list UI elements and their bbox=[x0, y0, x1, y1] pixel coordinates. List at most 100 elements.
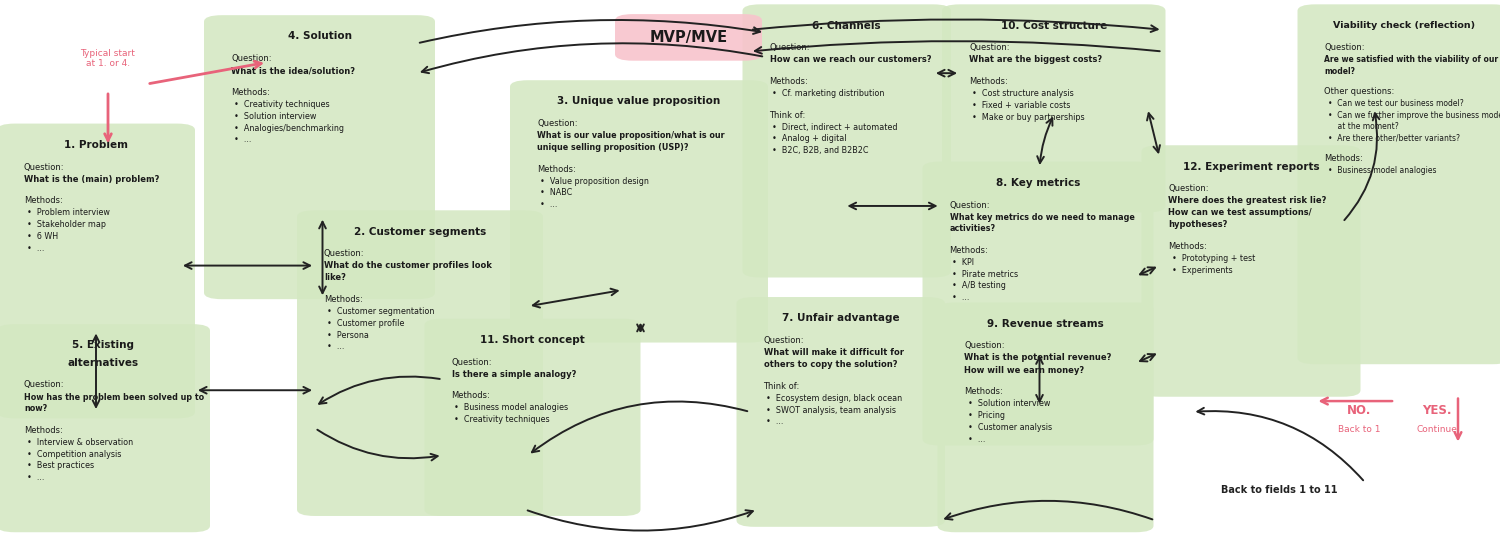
Text: Back to 1: Back to 1 bbox=[1338, 425, 1380, 435]
Text: now?: now? bbox=[24, 404, 48, 414]
Text: •  Interview & observation: • Interview & observation bbox=[27, 438, 133, 447]
Text: 11. Short concept: 11. Short concept bbox=[480, 335, 585, 345]
Text: Question:: Question: bbox=[231, 54, 272, 63]
Text: alternatives: alternatives bbox=[68, 358, 140, 367]
Text: Methods:: Methods: bbox=[969, 77, 1008, 86]
Text: Other questions:: Other questions: bbox=[1324, 87, 1395, 96]
Text: Question:: Question: bbox=[969, 43, 1010, 53]
Text: •  ...: • ... bbox=[766, 417, 784, 427]
Text: Question:: Question: bbox=[452, 358, 492, 367]
Text: 1. Problem: 1. Problem bbox=[64, 140, 128, 150]
Text: •  ...: • ... bbox=[540, 200, 558, 209]
Text: 6. Channels: 6. Channels bbox=[813, 21, 880, 30]
Text: •  NABC: • NABC bbox=[540, 188, 573, 197]
FancyBboxPatch shape bbox=[0, 124, 195, 418]
Text: •  6 WH: • 6 WH bbox=[27, 232, 58, 241]
Text: •  Can we further improve the business model: • Can we further improve the business mo… bbox=[1328, 111, 1500, 120]
Text: •  Business model analogies: • Business model analogies bbox=[1328, 166, 1436, 175]
FancyBboxPatch shape bbox=[615, 14, 762, 61]
Text: What is the idea/solution?: What is the idea/solution? bbox=[231, 66, 356, 75]
Text: Methods:: Methods: bbox=[24, 426, 63, 435]
FancyBboxPatch shape bbox=[942, 4, 1166, 212]
Text: Methods:: Methods: bbox=[324, 295, 363, 304]
Text: Methods:: Methods: bbox=[231, 88, 270, 97]
Text: Continue: Continue bbox=[1416, 425, 1458, 435]
Text: Question:: Question: bbox=[24, 163, 64, 172]
FancyBboxPatch shape bbox=[204, 15, 435, 299]
Text: •  SWOT analysis, team analysis: • SWOT analysis, team analysis bbox=[766, 405, 897, 415]
Text: 4. Solution: 4. Solution bbox=[288, 31, 351, 41]
Text: Think of:: Think of: bbox=[770, 111, 806, 120]
Text: What do the customer profiles look: What do the customer profiles look bbox=[324, 261, 492, 270]
Text: •  Pricing: • Pricing bbox=[968, 411, 1005, 420]
Text: •  Cf. marketing distribution: • Cf. marketing distribution bbox=[772, 89, 885, 98]
Text: •  KPI: • KPI bbox=[952, 258, 975, 267]
Text: •  Creativity techniques: • Creativity techniques bbox=[454, 415, 550, 424]
Text: •  Fixed + variable costs: • Fixed + variable costs bbox=[972, 101, 1071, 110]
Text: •  ...: • ... bbox=[27, 473, 45, 482]
FancyBboxPatch shape bbox=[922, 162, 1154, 446]
Text: Think of:: Think of: bbox=[764, 382, 800, 391]
Text: What will make it difficult for: What will make it difficult for bbox=[764, 348, 903, 357]
Text: What is the potential revenue?: What is the potential revenue? bbox=[964, 353, 1112, 363]
Text: Methods:: Methods: bbox=[1168, 242, 1208, 251]
Text: NO.: NO. bbox=[1347, 404, 1371, 417]
Text: How can we test assumptions/: How can we test assumptions/ bbox=[1168, 208, 1312, 217]
Text: Question:: Question: bbox=[24, 380, 64, 390]
FancyBboxPatch shape bbox=[0, 324, 210, 532]
Text: Question:: Question: bbox=[964, 341, 1005, 351]
Text: •  B2C, B2B, and B2B2C: • B2C, B2B, and B2B2C bbox=[772, 146, 868, 155]
Text: •  Prototyping + test: • Prototyping + test bbox=[1172, 254, 1254, 263]
Text: What key metrics do we need to manage: What key metrics do we need to manage bbox=[950, 212, 1134, 222]
Text: 9. Revenue streams: 9. Revenue streams bbox=[987, 319, 1104, 328]
Text: What are the biggest costs?: What are the biggest costs? bbox=[969, 55, 1102, 64]
Text: Methods:: Methods: bbox=[770, 77, 808, 86]
Text: •  ...: • ... bbox=[27, 244, 45, 253]
Text: Question:: Question: bbox=[324, 249, 364, 259]
Text: Viability check (reflection): Viability check (reflection) bbox=[1334, 21, 1474, 30]
Text: Question:: Question: bbox=[1168, 184, 1209, 193]
Text: Question:: Question: bbox=[1324, 43, 1365, 53]
Text: •  Business model analogies: • Business model analogies bbox=[454, 403, 568, 412]
Text: hypotheses?: hypotheses? bbox=[1168, 221, 1228, 229]
FancyBboxPatch shape bbox=[736, 297, 945, 527]
Text: Back to fields 1 to 11: Back to fields 1 to 11 bbox=[1221, 485, 1338, 495]
Text: at the moment?: at the moment? bbox=[1328, 122, 1398, 131]
Text: 3. Unique value proposition: 3. Unique value proposition bbox=[558, 96, 720, 106]
Text: Methods:: Methods: bbox=[964, 387, 1004, 396]
Text: How has the problem been solved up to: How has the problem been solved up to bbox=[24, 392, 204, 402]
Text: Where does the greatest risk lie?: Where does the greatest risk lie? bbox=[1168, 196, 1328, 205]
FancyBboxPatch shape bbox=[1298, 4, 1500, 364]
Text: •  Customer profile: • Customer profile bbox=[327, 319, 405, 328]
Text: activities?: activities? bbox=[950, 224, 996, 234]
Text: •  Direct, indirect + automated: • Direct, indirect + automated bbox=[772, 122, 898, 132]
Text: Methods:: Methods: bbox=[1324, 154, 1364, 163]
Text: 10. Cost structure: 10. Cost structure bbox=[1000, 21, 1107, 30]
Text: •  Best practices: • Best practices bbox=[27, 461, 94, 470]
Text: Question:: Question: bbox=[770, 43, 810, 53]
Text: •  Customer analysis: • Customer analysis bbox=[968, 423, 1052, 432]
Text: •  Are there other/better variants?: • Are there other/better variants? bbox=[1328, 134, 1460, 143]
Text: •  Problem interview: • Problem interview bbox=[27, 208, 109, 217]
Text: Are we satisfied with the viability of our business: Are we satisfied with the viability of o… bbox=[1324, 55, 1500, 64]
Text: •  Customer segmentation: • Customer segmentation bbox=[327, 307, 435, 316]
Text: Methods:: Methods: bbox=[537, 165, 576, 173]
FancyBboxPatch shape bbox=[938, 302, 1154, 532]
Text: Methods:: Methods: bbox=[24, 196, 63, 205]
Text: 5. Existing: 5. Existing bbox=[72, 340, 135, 350]
FancyBboxPatch shape bbox=[424, 319, 640, 516]
Text: •  ...: • ... bbox=[234, 136, 252, 144]
Text: What is our value proposition/what is our: What is our value proposition/what is ou… bbox=[537, 131, 724, 140]
Text: 12. Experiment reports: 12. Experiment reports bbox=[1182, 162, 1320, 171]
Text: •  Persona: • Persona bbox=[327, 331, 369, 340]
FancyBboxPatch shape bbox=[510, 80, 768, 343]
Text: •  Can we test our business model?: • Can we test our business model? bbox=[1328, 99, 1462, 108]
Text: •  Solution interview: • Solution interview bbox=[234, 112, 316, 121]
Text: Question:: Question: bbox=[537, 119, 578, 128]
Text: •  Creativity techniques: • Creativity techniques bbox=[234, 100, 330, 109]
Text: •  Stakeholder map: • Stakeholder map bbox=[27, 220, 106, 229]
Text: Typical start
at 1. or 4.: Typical start at 1. or 4. bbox=[81, 49, 135, 68]
Text: •  Make or buy partnerships: • Make or buy partnerships bbox=[972, 113, 1084, 122]
FancyBboxPatch shape bbox=[742, 4, 951, 278]
Text: How can we reach our customers?: How can we reach our customers? bbox=[770, 55, 932, 64]
